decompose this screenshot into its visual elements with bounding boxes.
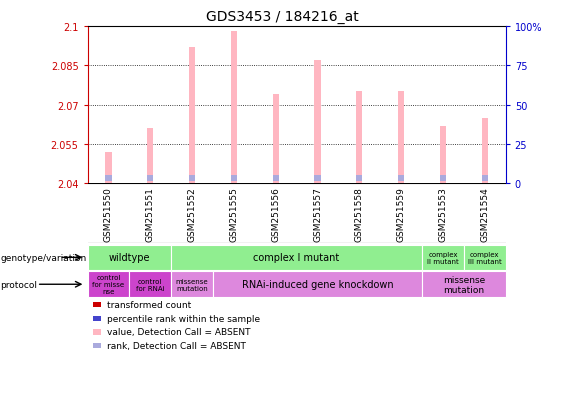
Text: GSM251558: GSM251558 [355, 187, 364, 242]
Text: GSM251554: GSM251554 [480, 187, 489, 241]
Text: missense
mutation: missense mutation [176, 278, 208, 291]
Bar [440, 176, 446, 181]
Text: control
for misse
nse: control for misse nse [93, 275, 124, 294]
Bar [356, 176, 363, 181]
Text: protocol: protocol [1, 280, 37, 289]
Bar [231, 176, 237, 181]
Text: GSM251553: GSM251553 [438, 187, 447, 242]
Bar [189, 48, 195, 184]
Bar [147, 176, 154, 181]
Text: control
for RNAi: control for RNAi [136, 278, 164, 291]
Text: percentile rank within the sample: percentile rank within the sample [107, 314, 260, 323]
Text: rank, Detection Call = ABSENT: rank, Detection Call = ABSENT [107, 341, 246, 350]
Bar [314, 176, 321, 181]
Bar [398, 92, 405, 184]
Bar [398, 176, 405, 181]
Bar [105, 176, 112, 181]
Text: value, Detection Call = ABSENT: value, Detection Call = ABSENT [107, 328, 251, 337]
Bar [272, 95, 279, 184]
Bar [481, 119, 488, 184]
Text: GSM251559: GSM251559 [397, 187, 406, 242]
Text: genotype/variation: genotype/variation [1, 253, 87, 262]
Text: wildtype: wildtype [108, 253, 150, 263]
Text: GDS3453 / 184216_at: GDS3453 / 184216_at [206, 10, 359, 24]
Text: missense
mutation: missense mutation [443, 275, 485, 294]
Bar [272, 176, 279, 181]
Text: GSM251550: GSM251550 [104, 187, 113, 242]
Bar [147, 129, 154, 184]
Bar [105, 152, 112, 184]
Text: GSM251557: GSM251557 [313, 187, 322, 242]
Text: GSM251551: GSM251551 [146, 187, 155, 242]
Text: complex
III mutant: complex III mutant [468, 251, 502, 264]
Bar [356, 92, 363, 184]
Bar [481, 176, 488, 181]
Bar [189, 176, 195, 181]
Text: GSM251555: GSM251555 [229, 187, 238, 242]
Bar [231, 32, 237, 184]
Text: complex
II mutant: complex II mutant [427, 251, 459, 264]
Text: GSM251552: GSM251552 [188, 187, 197, 241]
Bar [440, 126, 446, 184]
Text: GSM251556: GSM251556 [271, 187, 280, 242]
Text: transformed count: transformed count [107, 300, 192, 309]
Text: complex I mutant: complex I mutant [254, 253, 340, 263]
Bar [314, 61, 321, 184]
Text: RNAi-induced gene knockdown: RNAi-induced gene knockdown [242, 280, 393, 290]
